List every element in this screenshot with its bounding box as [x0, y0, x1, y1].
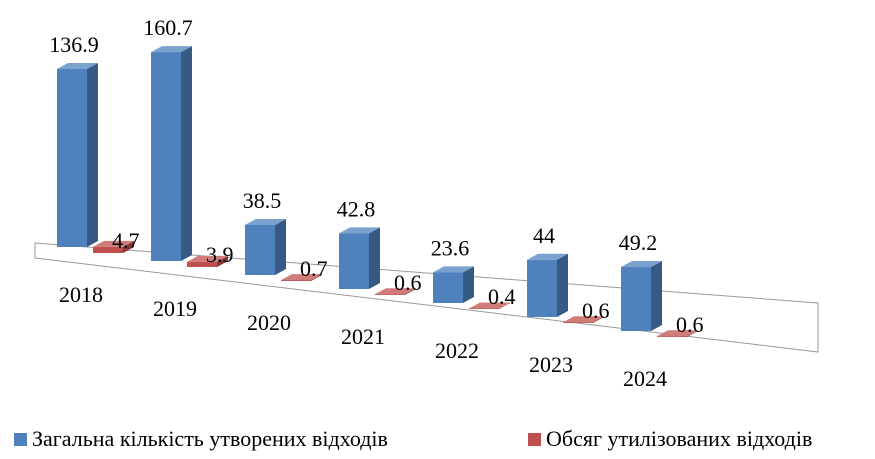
data-label: 136.9 — [49, 32, 99, 57]
legend-swatch — [528, 433, 541, 446]
bar — [245, 224, 275, 275]
bar-side — [557, 253, 568, 317]
legend-label: Загальна кількість утворених відходів — [32, 426, 388, 451]
data-label: 44 — [533, 223, 555, 248]
data-label: 4.7 — [112, 228, 140, 253]
x-tick-label: 2021 — [341, 324, 385, 349]
data-label: 3.9 — [206, 242, 234, 267]
bar-side — [87, 63, 98, 247]
bar-top — [339, 227, 380, 234]
bar-side — [275, 218, 286, 275]
bar — [563, 322, 593, 323]
data-label: 0.6 — [582, 298, 610, 323]
bar-top — [657, 330, 698, 337]
bar-top — [281, 274, 322, 281]
x-tick-label: 2019 — [153, 296, 197, 321]
bar — [375, 294, 405, 295]
x-tick-label: 2020 — [247, 310, 291, 335]
bar-side — [405, 288, 416, 295]
bar-top — [93, 240, 134, 247]
bar — [469, 308, 499, 309]
x-tick-label: 2024 — [623, 366, 667, 391]
bar — [57, 69, 87, 247]
x-tick-label: 2022 — [435, 338, 479, 363]
legend-label: Обсяг утилізованих відходів — [546, 426, 812, 451]
bar-side — [217, 255, 228, 267]
data-label: 0.7 — [300, 256, 328, 281]
bar-top — [433, 266, 474, 273]
data-label: 0.6 — [676, 312, 704, 337]
bar — [657, 336, 687, 337]
legend-swatch — [14, 433, 27, 446]
bar — [433, 272, 463, 303]
data-label: 160.7 — [143, 15, 193, 40]
bar-top — [245, 218, 286, 225]
bar-top — [57, 63, 98, 70]
bar — [621, 267, 651, 331]
bar-top — [621, 261, 662, 268]
bar-side — [463, 266, 474, 303]
bar — [281, 280, 311, 281]
bar — [93, 246, 123, 253]
bar — [151, 52, 181, 262]
data-label: 38.5 — [243, 188, 282, 213]
bar-top — [563, 316, 604, 323]
bar-top — [527, 253, 568, 260]
bar-side — [687, 330, 698, 337]
bar-side — [311, 274, 322, 281]
bar-side — [123, 240, 134, 253]
data-label: 0.6 — [394, 270, 422, 295]
bar — [187, 261, 217, 267]
data-label: 23.6 — [431, 235, 470, 260]
bar-top — [375, 288, 416, 295]
x-tick-label: 2018 — [59, 282, 103, 307]
bar-top — [469, 302, 510, 309]
data-label: 49.2 — [619, 230, 658, 255]
bar-side — [181, 46, 192, 262]
bar-side — [651, 261, 662, 331]
bar-side — [369, 227, 380, 289]
bar — [339, 233, 369, 289]
bar-side — [593, 316, 604, 323]
bar — [527, 259, 557, 317]
data-label: 42.8 — [337, 196, 376, 221]
x-tick-label: 2023 — [529, 352, 573, 377]
data-label: 0.4 — [488, 284, 516, 309]
bar-top — [187, 255, 228, 262]
bar-top — [151, 46, 192, 53]
bar-side — [499, 302, 510, 309]
